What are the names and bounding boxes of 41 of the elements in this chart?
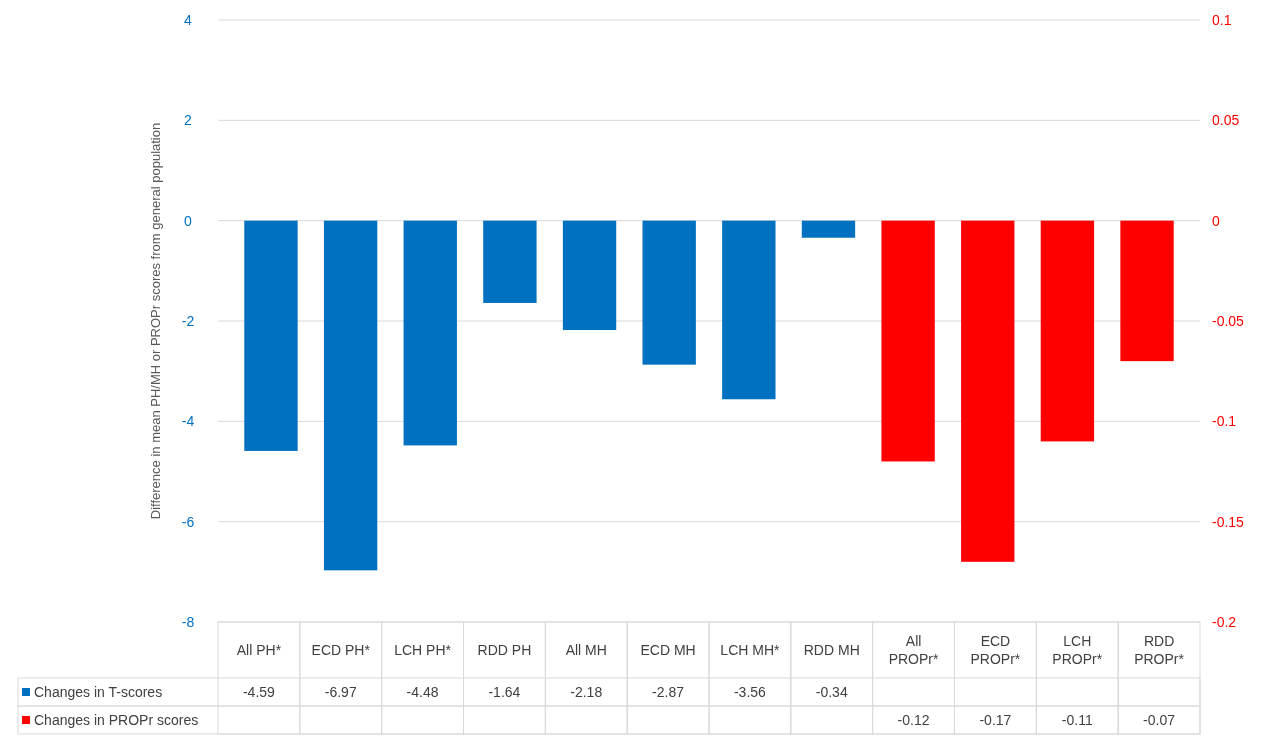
data-label: -0.07 bbox=[1143, 711, 1176, 728]
legend-label: Changes in T-scores bbox=[34, 683, 163, 700]
data-label: -0.17 bbox=[979, 711, 1012, 728]
data-label: -2.18 bbox=[570, 683, 603, 700]
data-label: -0.11 bbox=[1061, 711, 1093, 728]
y-tick-label: -4 bbox=[181, 413, 195, 430]
x-tick-label: LCH PH* bbox=[394, 641, 452, 658]
x-tick-label: All PROPr* bbox=[888, 632, 940, 668]
y-tick-label: 0 bbox=[184, 212, 193, 229]
x-tick-label: RDD PH bbox=[477, 641, 532, 658]
legend-label: Changes in PROPr scores bbox=[34, 711, 199, 728]
x-tick-label: ECD PH* bbox=[311, 641, 371, 658]
x-tick-label: LCH PROPr* bbox=[1052, 632, 1103, 668]
data-label: -3.56 bbox=[733, 683, 767, 700]
data-label: -0.34 bbox=[815, 683, 848, 700]
y2-tick-label: -0.15 bbox=[1212, 513, 1245, 530]
data-label: -4.48 bbox=[406, 683, 439, 700]
y2-tick-label: -0.05 bbox=[1212, 312, 1245, 329]
data-label: -6.97 bbox=[324, 683, 357, 700]
y-tick-label: -6 bbox=[181, 513, 195, 530]
x-tick-label: RDD PROPr* bbox=[1134, 632, 1185, 668]
y-tick-label: -8 bbox=[181, 613, 195, 630]
data-label: -0.12 bbox=[897, 711, 930, 728]
x-tick-label: ECD PROPr* bbox=[970, 632, 1021, 668]
y-tick-label: 4 bbox=[184, 11, 193, 28]
x-tick-label: RDD MH bbox=[803, 641, 860, 658]
y2-tick-label: -0.2 bbox=[1212, 613, 1237, 630]
y-tick-label: -2 bbox=[181, 312, 195, 329]
data-label: -2.87 bbox=[652, 683, 685, 700]
data-label: -1.64 bbox=[488, 683, 521, 700]
y2-tick-label: 0 bbox=[1212, 212, 1220, 229]
y2-tick-label: 0.05 bbox=[1212, 112, 1240, 129]
y-tick-label: 2 bbox=[184, 112, 193, 129]
y2-tick-label: 0.1 bbox=[1212, 11, 1232, 28]
x-tick-label: LCH MH* bbox=[720, 641, 781, 658]
x-tick-label: All PH* bbox=[236, 641, 282, 658]
y2-tick-label: -0.1 bbox=[1212, 413, 1237, 430]
y-axis-title: Difference in mean PH/MH or PROPr scores from general population bbox=[148, 122, 163, 520]
x-tick-label: ECD MH bbox=[640, 641, 696, 658]
data-label: -4.59 bbox=[242, 683, 276, 700]
x-tick-label: All MH bbox=[565, 641, 607, 658]
